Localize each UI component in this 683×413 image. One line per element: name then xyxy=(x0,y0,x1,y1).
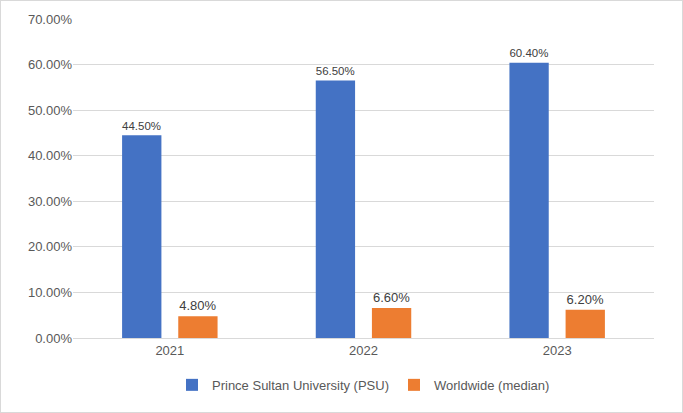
svg-text:30.00%: 30.00% xyxy=(28,194,73,209)
svg-text:Prince Sultan University (PSU): Prince Sultan University (PSU) xyxy=(212,378,389,393)
svg-text:56.50%: 56.50% xyxy=(316,65,355,77)
svg-text:Worldwide (median): Worldwide (median) xyxy=(434,378,549,393)
svg-text:60.00%: 60.00% xyxy=(28,57,73,72)
svg-text:0.00%: 0.00% xyxy=(35,331,72,346)
svg-text:44.50%: 44.50% xyxy=(122,120,161,132)
svg-text:50.00%: 50.00% xyxy=(28,103,73,118)
svg-text:60.40%: 60.40% xyxy=(509,47,548,59)
svg-text:6.20%: 6.20% xyxy=(567,292,604,307)
svg-text:40.00%: 40.00% xyxy=(28,148,73,163)
svg-text:70.00%: 70.00% xyxy=(28,12,73,27)
svg-text:2022: 2022 xyxy=(349,343,378,358)
svg-text:10.00%: 10.00% xyxy=(28,285,73,300)
svg-text:4.80%: 4.80% xyxy=(179,298,216,313)
svg-text:2021: 2021 xyxy=(155,343,184,358)
svg-text:6.60%: 6.60% xyxy=(373,290,410,305)
svg-text:2023: 2023 xyxy=(543,343,572,358)
svg-text:20.00%: 20.00% xyxy=(28,239,73,254)
